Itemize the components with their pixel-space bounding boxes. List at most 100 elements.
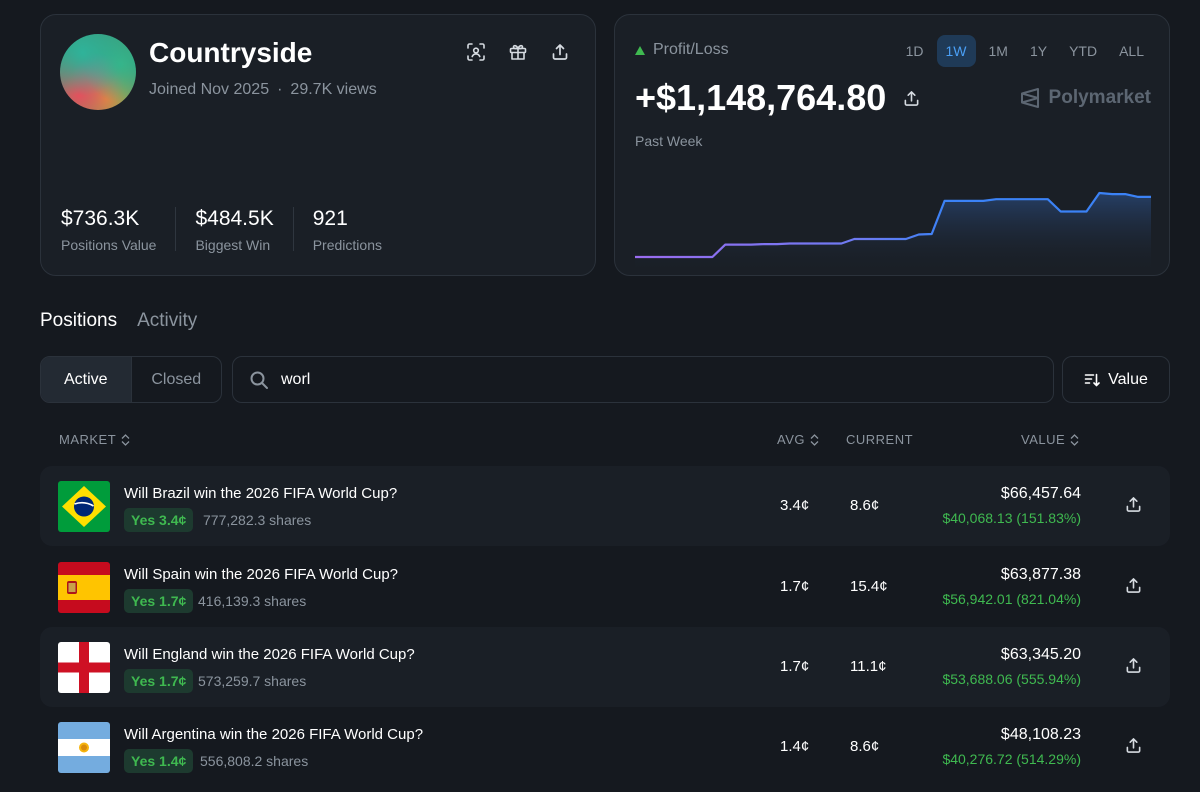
share-icon[interactable] bbox=[900, 87, 922, 109]
share-count: 777,282.3 shares bbox=[203, 512, 312, 528]
view-count: 29.7K views bbox=[290, 81, 377, 98]
share-icon[interactable] bbox=[1125, 496, 1142, 518]
sort-updown-icon bbox=[1070, 433, 1079, 446]
header-value[interactable]: VALUE bbox=[1021, 432, 1079, 447]
filter-active[interactable]: Active bbox=[41, 357, 132, 402]
share-icon[interactable] bbox=[549, 41, 571, 63]
current-price: 15.4¢ bbox=[850, 578, 888, 595]
search-input[interactable] bbox=[281, 370, 981, 389]
profile-card: Countryside Joined Nov 2025 · 29.7K views … bbox=[40, 14, 596, 276]
meta-separator: · bbox=[277, 81, 283, 98]
avg-price: 3.4¢ bbox=[780, 497, 810, 514]
filter-closed[interactable]: Closed bbox=[151, 370, 202, 388]
profile-actions bbox=[465, 41, 571, 63]
table-row[interactable]: Will Spain win the 2026 FIFA World Cup? … bbox=[40, 547, 1170, 627]
scan-icon[interactable] bbox=[465, 41, 487, 63]
header-market-label: MARKET bbox=[59, 432, 117, 447]
polymarket-logo-icon bbox=[1020, 88, 1039, 108]
stat-predictions: 921 Predictions bbox=[312, 207, 401, 253]
range-tab-all[interactable]: ALL bbox=[1119, 43, 1144, 59]
chart-series bbox=[635, 191, 1151, 275]
table-row[interactable]: Will Brazil win the 2026 FIFA World Cup?… bbox=[40, 466, 1170, 546]
header-avg[interactable]: AVG bbox=[777, 432, 819, 447]
pnl-header: Profit/Loss bbox=[635, 41, 729, 59]
share-count: 573,259.7 shares bbox=[198, 673, 307, 689]
market-title[interactable]: Will Brazil win the 2026 FIFA World Cup? bbox=[124, 485, 398, 502]
table-row[interactable]: Will England win the 2026 FIFA World Cup… bbox=[40, 627, 1170, 707]
pnl-period: Past Week bbox=[635, 133, 703, 149]
market-title[interactable]: Will Spain win the 2026 FIFA World Cup? bbox=[124, 566, 399, 583]
range-tab-1m[interactable]: 1M bbox=[988, 43, 1008, 59]
share-count: 416,139.3 shares bbox=[198, 593, 307, 609]
range-tabs: 1D 1W 1M 1Y YTD ALL bbox=[897, 35, 1153, 67]
brazil-flag-icon bbox=[58, 481, 110, 532]
pnl-value-row: +$1,148,764.80 bbox=[635, 77, 922, 119]
position-pnl: $40,068.13 (151.83%) bbox=[942, 510, 1081, 526]
range-tab-1w[interactable]: 1W bbox=[936, 35, 976, 67]
share-icon[interactable] bbox=[1125, 657, 1142, 679]
outcome-badge: Yes 1.4¢ bbox=[124, 749, 194, 773]
table-row[interactable]: Will Argentina win the 2026 FIFA World C… bbox=[40, 707, 1170, 787]
search-box[interactable] bbox=[232, 356, 1054, 403]
spain-flag-icon bbox=[58, 562, 110, 613]
outcome-badge: Yes 1.7¢ bbox=[124, 669, 194, 693]
pnl-value: +$1,148,764.80 bbox=[635, 77, 887, 118]
sort-label: Value bbox=[1108, 370, 1148, 388]
position-value: $66,457.64 bbox=[1000, 485, 1081, 502]
search-icon bbox=[250, 371, 268, 389]
tab-positions[interactable]: Positions bbox=[40, 310, 118, 331]
avg-price: 1.7¢ bbox=[780, 658, 810, 675]
sort-icon bbox=[1084, 373, 1100, 387]
triangle-up-icon bbox=[635, 45, 645, 55]
position-value: $48,108.23 bbox=[1000, 726, 1081, 743]
range-tab-1y[interactable]: 1Y bbox=[1029, 43, 1048, 59]
current-price: 11.1¢ bbox=[850, 658, 887, 675]
header-current-label: CURRENT bbox=[846, 432, 914, 447]
pnl-chart bbox=[635, 191, 1151, 275]
pnl-label: Profit/Loss bbox=[653, 41, 729, 58]
stat-biggest-win: $484.5K Biggest Win bbox=[195, 207, 294, 253]
position-value: $63,877.38 bbox=[1000, 566, 1081, 583]
stat-value: $736.3K bbox=[61, 207, 140, 230]
current-price: 8.6¢ bbox=[850, 738, 880, 755]
sort-updown-icon bbox=[121, 433, 130, 446]
pnl-area bbox=[635, 193, 1151, 275]
outcome-badge: Yes 3.4¢ bbox=[124, 508, 194, 532]
header-market[interactable]: MARKET bbox=[59, 432, 130, 447]
england-flag-icon bbox=[58, 642, 110, 693]
position-value: $63,345.20 bbox=[1000, 646, 1081, 663]
current-price: 8.6¢ bbox=[850, 497, 880, 514]
argentina-flag-icon bbox=[58, 722, 110, 773]
brand-name: Polymarket bbox=[1048, 87, 1151, 108]
avg-price: 1.4¢ bbox=[780, 738, 810, 755]
position-pnl: $56,942.01 (821.04%) bbox=[942, 591, 1081, 607]
avatar[interactable] bbox=[60, 34, 136, 110]
range-tab-1d[interactable]: 1D bbox=[905, 43, 924, 59]
range-tab-ytd[interactable]: YTD bbox=[1069, 43, 1098, 59]
sort-button[interactable]: Value bbox=[1062, 356, 1170, 403]
position-pnl: $53,688.06 (555.94%) bbox=[942, 671, 1081, 687]
profile-name: Countryside bbox=[149, 37, 313, 68]
profile-meta: Joined Nov 2025 · 29.7K views bbox=[149, 81, 377, 99]
share-count: 556,808.2 shares bbox=[200, 753, 309, 769]
stat-positions-value: $736.3K Positions Value bbox=[61, 207, 177, 253]
header-value-label: VALUE bbox=[1021, 432, 1066, 447]
outcome-badge: Yes 1.7¢ bbox=[124, 589, 194, 613]
tab-activity[interactable]: Activity bbox=[137, 310, 198, 331]
pnl-line bbox=[635, 191, 1151, 259]
main-tabs: Positions Activity bbox=[40, 310, 197, 332]
share-icon[interactable] bbox=[1125, 737, 1142, 759]
market-title[interactable]: Will England win the 2026 FIFA World Cup… bbox=[124, 646, 415, 663]
status-toggle: Active Closed bbox=[40, 356, 222, 403]
stat-value: $484.5K bbox=[195, 207, 274, 230]
sort-updown-icon bbox=[810, 433, 819, 446]
stat-label: Biggest Win bbox=[195, 237, 271, 253]
stat-value: 921 bbox=[312, 207, 348, 230]
avg-price: 1.7¢ bbox=[780, 578, 810, 595]
position-pnl: $40,276.72 (514.29%) bbox=[942, 751, 1081, 767]
gift-icon[interactable] bbox=[507, 41, 529, 63]
header-avg-label: AVG bbox=[777, 432, 805, 447]
share-icon[interactable] bbox=[1125, 577, 1142, 599]
market-title[interactable]: Will Argentina win the 2026 FIFA World C… bbox=[124, 726, 424, 743]
header-current: CURRENT bbox=[846, 432, 913, 447]
